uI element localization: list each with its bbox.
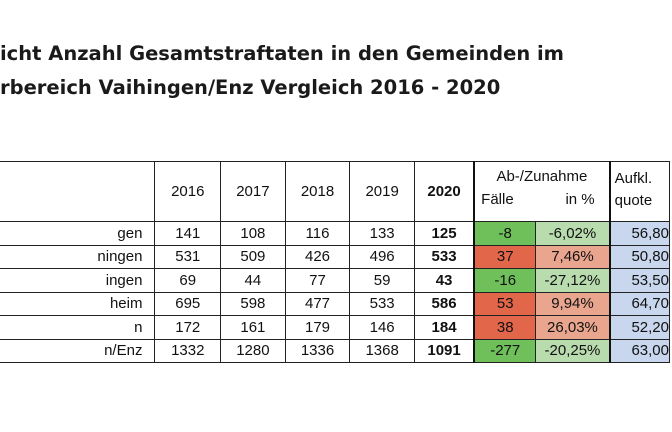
cell-2019: 146 — [349, 315, 415, 340]
cell-2016: 69 — [154, 268, 222, 293]
document-title: icht Anzahl Gesamtstraftaten in den Geme… — [0, 37, 672, 105]
cell-2020: 43 — [413, 268, 475, 293]
cell-municipality: heim — [0, 291, 156, 316]
table-row: ningen 531 509 426 496 533 37 7,46% 50,80 — [0, 244, 670, 269]
cell-quote: 63,00 — [609, 338, 670, 363]
header-year-2019: 2019 — [349, 161, 415, 222]
cell-municipality: n/Enz — [0, 338, 156, 363]
cell-2020: 1091 — [413, 338, 475, 363]
cell-2018: 77 — [284, 268, 351, 293]
cell-2018: 426 — [284, 244, 351, 269]
cell-change-pct: 7,46% — [535, 244, 611, 269]
cell-2019: 59 — [349, 268, 415, 293]
cell-2017: 44 — [220, 268, 286, 293]
cell-2016: 695 — [154, 291, 222, 316]
cell-change-cases: -16 — [473, 268, 537, 293]
cell-2016: 1332 — [154, 338, 222, 363]
cell-2018: 477 — [284, 291, 351, 316]
cell-2018: 1336 — [284, 338, 351, 363]
header-year-2020: 2020 — [413, 161, 475, 222]
cell-change-cases: 37 — [473, 244, 537, 269]
table-row: heim 695 598 477 533 586 53 9,94% 64,70 — [0, 291, 670, 316]
cell-municipality: gen — [0, 221, 156, 246]
header-year-2016: 2016 — [154, 161, 222, 222]
title-line-2: rbereich Vaihingen/Enz Vergleich 2016 - … — [0, 76, 501, 99]
cell-change-cases: 38 — [473, 315, 537, 340]
cell-quote: 53,50 — [609, 268, 670, 293]
cell-change-pct: 26,03% — [535, 315, 611, 340]
crime-statistics-table: 2016 2017 2018 2019 2020 Ab-/Zunahme Fäl… — [0, 161, 670, 363]
header-quote: Aufkl. quote — [609, 161, 670, 222]
cell-2017: 161 — [220, 315, 286, 340]
header-change: Ab-/Zunahme Fälle in % — [473, 161, 611, 222]
cell-2016: 172 — [154, 315, 222, 340]
header-change-cases: Fälle — [481, 191, 514, 208]
table-row: n 172 161 179 146 184 38 26,03% 52,20 — [0, 315, 670, 340]
cell-2017: 509 — [220, 244, 286, 269]
cell-2017: 1280 — [220, 338, 286, 363]
cell-quote: 56,80 — [609, 221, 670, 246]
cell-2017: 598 — [220, 291, 286, 316]
cell-2019: 133 — [349, 221, 415, 246]
table-row: ingen 69 44 77 59 43 -16 -27,12% 53,50 — [0, 268, 670, 293]
table-header-row: 2016 2017 2018 2019 2020 Ab-/Zunahme Fäl… — [0, 161, 670, 222]
cell-quote: 52,20 — [609, 315, 670, 340]
cell-quote: 64,70 — [609, 291, 670, 316]
cell-2019: 496 — [349, 244, 415, 269]
header-quote-sub: quote — [614, 192, 653, 209]
cell-change-pct: 9,94% — [535, 291, 611, 316]
cell-2016: 531 — [154, 244, 222, 269]
header-quote-label: Aufkl. — [614, 170, 653, 187]
cell-municipality: n — [0, 315, 156, 340]
header-municipality — [0, 161, 156, 222]
cell-2019: 1368 — [349, 338, 415, 363]
cell-2017: 108 — [220, 221, 286, 246]
cell-2019: 533 — [349, 291, 415, 316]
cell-2020: 533 — [413, 244, 475, 269]
cell-2020: 125 — [413, 221, 475, 246]
cell-municipality: ingen — [0, 268, 156, 293]
title-line-1: icht Anzahl Gesamtstraftaten in den Geme… — [0, 42, 565, 65]
table-row: n/Enz 1332 1280 1336 1368 1091 -277 -20,25% 63,0… — [0, 338, 670, 363]
header-year-2018: 2018 — [284, 161, 351, 222]
cell-2016: 141 — [154, 221, 222, 246]
cell-quote: 50,80 — [609, 244, 670, 269]
cell-change-pct: -27,12% — [535, 268, 611, 293]
cell-change-cases: -277 — [473, 338, 537, 363]
cell-municipality: ningen — [0, 244, 156, 269]
cell-2020: 586 — [413, 291, 475, 316]
header-year-2017: 2017 — [220, 161, 286, 222]
cell-change-cases: -8 — [473, 221, 537, 246]
cell-2018: 179 — [284, 315, 351, 340]
header-change-label: Ab-/Zunahme — [496, 168, 588, 185]
cell-2018: 116 — [284, 221, 351, 246]
table-row: gen 141 108 116 133 125 -8 -6,02% 56,80 — [0, 221, 670, 246]
cell-2020: 184 — [413, 315, 475, 340]
cell-change-pct: -20,25% — [535, 338, 611, 363]
cell-change-cases: 53 — [473, 291, 537, 316]
header-change-pct: in % — [565, 191, 595, 208]
cell-change-pct: -6,02% — [535, 221, 611, 246]
